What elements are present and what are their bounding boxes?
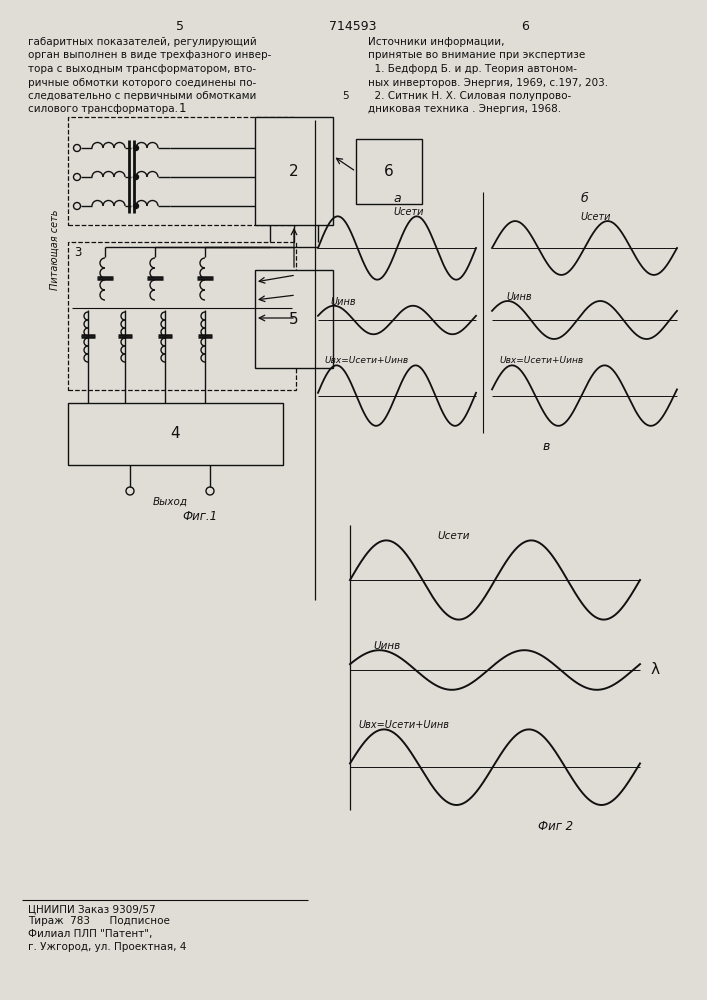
Text: принятые во внимание при экспертизе: принятые во внимание при экспертизе bbox=[368, 50, 585, 60]
Text: 5: 5 bbox=[342, 91, 349, 101]
Circle shape bbox=[134, 204, 139, 209]
Circle shape bbox=[134, 174, 139, 180]
Text: дниковая техника . Энергия, 1968.: дниковая техника . Энергия, 1968. bbox=[368, 104, 561, 114]
Text: тора с выходным трансформатором, вто-: тора с выходным трансформатором, вто- bbox=[28, 64, 256, 74]
Text: 5: 5 bbox=[176, 19, 184, 32]
Text: Uинв: Uинв bbox=[373, 641, 400, 651]
Text: силового трансформатора.: силового трансформатора. bbox=[28, 104, 178, 114]
Text: Фиг 2: Фиг 2 bbox=[539, 820, 573, 834]
Text: следовательно с первичными обмотками: следовательно с первичными обмотками bbox=[28, 91, 257, 101]
Text: Источники информации,: Источники информации, bbox=[368, 37, 505, 47]
Circle shape bbox=[134, 145, 139, 150]
Bar bbox=[68, 403, 283, 465]
Text: Uсети: Uсети bbox=[580, 212, 612, 222]
Bar bbox=[356, 139, 422, 204]
Bar bbox=[255, 270, 333, 368]
Text: 3: 3 bbox=[74, 245, 81, 258]
Text: Uинв: Uинв bbox=[331, 297, 356, 307]
Text: ричные обмотки которого соединены по-: ричные обмотки которого соединены по- bbox=[28, 78, 256, 88]
Text: 1: 1 bbox=[178, 103, 186, 115]
Text: Фиг.1: Фиг.1 bbox=[182, 510, 218, 524]
Text: 714593: 714593 bbox=[329, 19, 377, 32]
Text: Uвх=Uсети+Uинв: Uвх=Uсети+Uинв bbox=[499, 356, 583, 365]
Text: λ: λ bbox=[650, 662, 660, 678]
Text: Uсети: Uсети bbox=[437, 531, 469, 541]
Text: 1. Бедфорд Б. и др. Теория автоном-: 1. Бедфорд Б. и др. Теория автоном- bbox=[368, 64, 577, 74]
Text: Выход: Выход bbox=[153, 497, 187, 507]
Text: Питающая сеть: Питающая сеть bbox=[50, 210, 60, 290]
Text: 6: 6 bbox=[384, 164, 394, 179]
Text: 5: 5 bbox=[289, 312, 299, 326]
Text: Uвх=Uсети+Uинв: Uвх=Uсети+Uинв bbox=[325, 356, 409, 365]
Text: ЦНИИПИ Заказ 9309/57: ЦНИИПИ Заказ 9309/57 bbox=[28, 904, 156, 914]
Text: орган выполнен в виде трехфазного инвер-: орган выполнен в виде трехфазного инвер- bbox=[28, 50, 271, 60]
Bar bbox=[68, 117, 296, 225]
Text: а: а bbox=[393, 192, 401, 205]
Text: 4: 4 bbox=[170, 426, 180, 442]
Text: 2. Ситник Н. Х. Силовая полупрово-: 2. Ситник Н. Х. Силовая полупрово- bbox=[368, 91, 571, 101]
Text: Uвх=Uсети+Uинв: Uвх=Uсети+Uинв bbox=[358, 720, 450, 730]
Text: в: в bbox=[543, 440, 550, 452]
Text: г. Ужгород, ул. Проектная, 4: г. Ужгород, ул. Проектная, 4 bbox=[28, 942, 187, 952]
Text: б: б bbox=[580, 192, 588, 205]
Text: Тираж  783      Подписное: Тираж 783 Подписное bbox=[28, 916, 170, 926]
Text: ных инверторов. Энергия, 1969, с.197, 203.: ных инверторов. Энергия, 1969, с.197, 20… bbox=[368, 78, 608, 88]
Bar bbox=[68, 242, 296, 390]
Text: габаритных показателей, регулирующий: габаритных показателей, регулирующий bbox=[28, 37, 257, 47]
Bar bbox=[255, 117, 333, 225]
Text: Uсети: Uсети bbox=[394, 207, 424, 217]
Text: 6: 6 bbox=[521, 19, 529, 32]
Text: Филиал ПЛП "Патент",: Филиал ПЛП "Патент", bbox=[28, 929, 153, 939]
Text: 2: 2 bbox=[289, 163, 299, 178]
Text: Uинв: Uинв bbox=[507, 292, 532, 302]
